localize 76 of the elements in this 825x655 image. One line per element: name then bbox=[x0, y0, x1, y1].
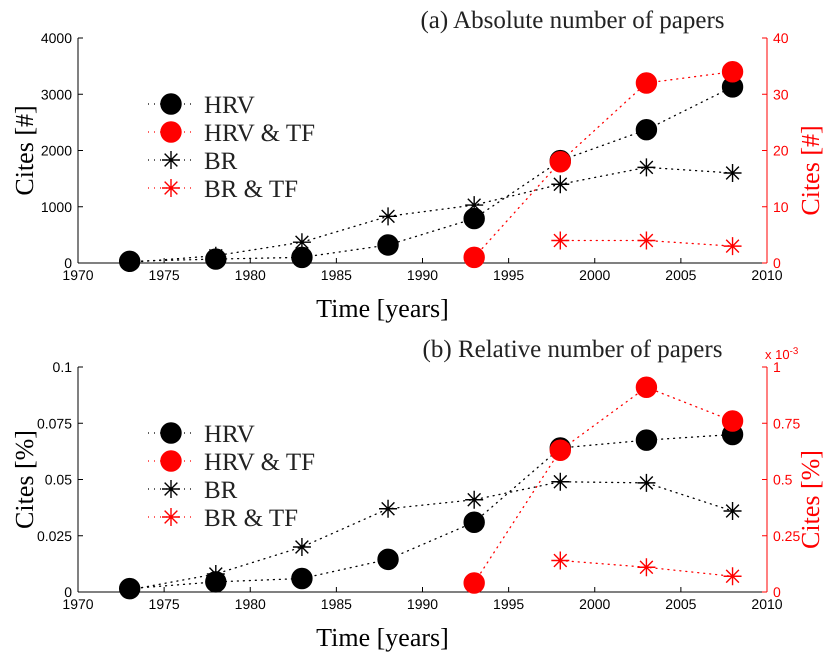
legend-label: HRV & TF bbox=[204, 120, 315, 147]
x-axis-title: Time [years] bbox=[316, 294, 449, 323]
chart-title: (b) Relative number of papers bbox=[422, 336, 722, 363]
point bbox=[378, 206, 398, 226]
x-tick-label: 1980 bbox=[234, 267, 266, 283]
x-tick-label: 1990 bbox=[406, 596, 438, 612]
point bbox=[463, 572, 485, 594]
chart-title: (a) Absolute number of papers bbox=[420, 7, 725, 34]
point bbox=[291, 246, 313, 268]
legend-label: BR & TF bbox=[204, 505, 298, 532]
point bbox=[722, 501, 742, 521]
y-axis-title: Cites [%] bbox=[10, 430, 39, 529]
legend-label: HRV bbox=[204, 92, 255, 119]
y-tick-label: 1000 bbox=[40, 198, 72, 215]
y2-tick-label: 0.25 bbox=[773, 528, 800, 544]
y-tick-label: 0.075 bbox=[36, 415, 72, 432]
point bbox=[636, 376, 658, 398]
point bbox=[377, 234, 399, 256]
x-tick-label: 2005 bbox=[665, 267, 697, 283]
y-tick-label: 2000 bbox=[40, 142, 72, 158]
x-tick-label: 1985 bbox=[320, 596, 352, 612]
text: x 10$^{-3}$ bbox=[765, 346, 798, 362]
point bbox=[722, 61, 744, 82]
point bbox=[550, 550, 570, 570]
point bbox=[636, 119, 658, 140]
y-tick-label: 0.1 bbox=[52, 359, 72, 375]
x-tick-label: 1995 bbox=[493, 267, 524, 283]
x-axis-title: Time [years] bbox=[316, 623, 449, 652]
point bbox=[722, 236, 742, 256]
y2-tick-label: 30 bbox=[773, 86, 789, 102]
point bbox=[636, 72, 658, 94]
point bbox=[292, 537, 312, 557]
point bbox=[636, 558, 656, 577]
point bbox=[636, 473, 656, 493]
x-tick-label: 1975 bbox=[148, 267, 180, 283]
y-tick-label: 4000 bbox=[40, 30, 72, 46]
y-tick-label: 0.025 bbox=[36, 528, 72, 544]
point bbox=[550, 472, 570, 492]
legend-label: BR bbox=[204, 477, 238, 504]
y2-tick-label: 20 bbox=[773, 142, 789, 158]
y2-tick-label: 0.5 bbox=[773, 472, 793, 488]
x-tick-label: 2000 bbox=[579, 267, 611, 283]
legend-label: BR & TF bbox=[204, 176, 298, 203]
point bbox=[550, 230, 570, 250]
y2-tick-label: 10 bbox=[773, 198, 789, 215]
point bbox=[722, 566, 742, 586]
legend-label: HRV & TF bbox=[204, 449, 315, 476]
y-axis-title: Cites [#] bbox=[10, 105, 39, 196]
legend-label: HRV bbox=[204, 421, 255, 448]
point bbox=[722, 410, 744, 432]
x-tick-label: 1990 bbox=[406, 267, 438, 283]
x-tick-label: 1980 bbox=[234, 596, 266, 612]
point bbox=[291, 568, 313, 590]
point bbox=[550, 174, 570, 194]
x-tick-label: 2000 bbox=[579, 596, 611, 612]
y2-axis-title: Cites [#] bbox=[796, 125, 825, 216]
point bbox=[722, 163, 742, 183]
x-tick-label: 2005 bbox=[665, 596, 697, 612]
point bbox=[377, 548, 399, 570]
x-tick-label: 1975 bbox=[148, 596, 180, 612]
y-tick-label: 3000 bbox=[40, 86, 72, 102]
y2-tick-label: 40 bbox=[773, 30, 789, 46]
point bbox=[464, 490, 484, 510]
y2-tick-label: 0.75 bbox=[773, 415, 800, 432]
point bbox=[378, 499, 398, 518]
y2-tick-label: 1 bbox=[773, 359, 781, 375]
legend-label: BR bbox=[204, 148, 238, 175]
point bbox=[636, 158, 656, 178]
x-tick-label: 1995 bbox=[493, 596, 524, 612]
point bbox=[463, 246, 485, 268]
point bbox=[463, 208, 485, 230]
point bbox=[636, 429, 658, 451]
x-tick-label: 1985 bbox=[320, 267, 352, 283]
point bbox=[636, 230, 656, 250]
y-tick-label: 0.05 bbox=[44, 472, 72, 488]
point bbox=[463, 512, 485, 533]
